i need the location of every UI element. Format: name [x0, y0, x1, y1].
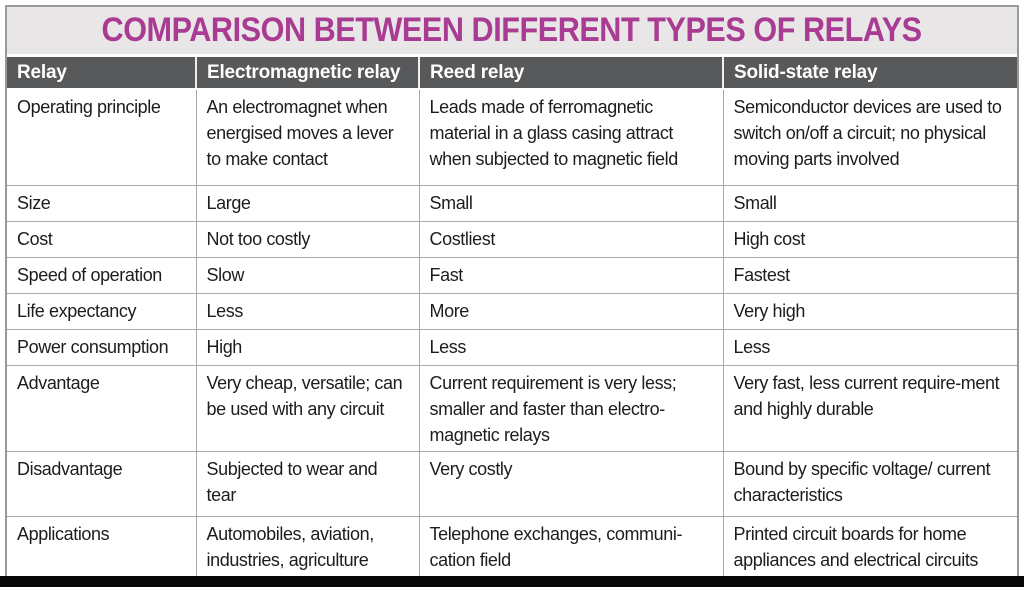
- table-cell: Automobiles, aviation, industries, agric…: [195, 515, 420, 576]
- column-header-relay: Relay: [7, 57, 196, 90]
- table-frame: COMPARISON BETWEEN DIFFERENT TYPES OF RE…: [5, 5, 1019, 577]
- row-label: Cost: [7, 220, 197, 258]
- table-row: Size Large Small Small: [7, 184, 1017, 222]
- table-cell: High: [195, 328, 420, 366]
- row-label: Speed of operation: [7, 256, 197, 294]
- table-cell: Very cheap, versatile; can be used with …: [195, 364, 420, 452]
- table-cell: Small: [418, 184, 724, 222]
- column-header-electromagnetic-relay: Electromagnetic relay: [195, 57, 419, 90]
- table-cell: More: [418, 292, 724, 330]
- table-cell: Bound by specific voltage/ current chara…: [722, 450, 1017, 517]
- row-label: Applications: [7, 515, 197, 576]
- table-cell: Printed circuit boards for home applianc…: [722, 515, 1017, 576]
- table-row: Disadvantage Subjected to wear and tear Ve…: [7, 450, 1017, 517]
- table-cell: An electromagnet when energised moves a …: [195, 88, 420, 186]
- table-cell: Less: [722, 328, 1017, 366]
- table-row: Power consumption High Less Less: [7, 328, 1017, 366]
- table-row: Advantage Very cheap, versatile; can be u…: [7, 364, 1017, 452]
- table-cell: Telephone exchanges, communi-cation fiel…: [418, 515, 724, 576]
- table-cell: High cost: [722, 220, 1017, 258]
- row-label: Operating principle: [7, 88, 197, 186]
- table-cell: Slow: [195, 256, 420, 294]
- header-row: Relay Electromagnetic relay Reed relay S…: [7, 57, 1017, 90]
- page-title: COMPARISON BETWEEN DIFFERENT TYPES OF RE…: [101, 11, 923, 49]
- table-row: Speed of operation Slow Fast Fastest: [7, 256, 1017, 294]
- table-cell: Current requirement is very less; smalle…: [418, 364, 724, 452]
- row-label: Disadvantage: [7, 450, 197, 517]
- row-label: Power consumption: [7, 328, 197, 366]
- row-label: Size: [7, 184, 197, 222]
- table-cell: Fastest: [722, 256, 1017, 294]
- table-cell: Very high: [722, 292, 1017, 330]
- table-cell: Very fast, less current require-ment and…: [722, 364, 1017, 452]
- row-label: Advantage: [7, 364, 197, 452]
- table-cell: Not too costly: [195, 220, 420, 258]
- table-cell: Costliest: [418, 220, 724, 258]
- table-cell: Less: [195, 292, 420, 330]
- table-row: Applications Automobiles, aviation, indus…: [7, 515, 1017, 576]
- table-cell: Subjected to wear and tear: [195, 450, 420, 517]
- comparison-table: Relay Electromagnetic relay Reed relay S…: [7, 57, 1017, 576]
- row-label: Life expectancy: [7, 292, 197, 330]
- table-cell: Large: [195, 184, 420, 222]
- bottom-rule: [0, 576, 1024, 587]
- table-cell: Semiconductor devices are used to switch…: [722, 88, 1017, 186]
- column-header-reed-relay: Reed relay: [418, 57, 723, 90]
- table-row: Life expectancy Less More Very high: [7, 292, 1017, 330]
- table-cell: Less: [418, 328, 724, 366]
- table-row: Cost Not too costly Costliest High cost: [7, 220, 1017, 258]
- table-cell: Leads made of ferromagnetic material in …: [418, 88, 724, 186]
- table-cell: Very costly: [418, 450, 724, 517]
- column-header-solid-state-relay: Solid-state relay: [722, 57, 1017, 90]
- table-cell: Small: [722, 184, 1017, 222]
- title-band: COMPARISON BETWEEN DIFFERENT TYPES OF RE…: [7, 7, 1017, 54]
- table-cell: Fast: [418, 256, 724, 294]
- table-row: Operating principle An electromagnet when…: [7, 88, 1017, 186]
- table-body: Operating principle An electromagnet when…: [7, 88, 1017, 576]
- title-divider: [7, 54, 1017, 57]
